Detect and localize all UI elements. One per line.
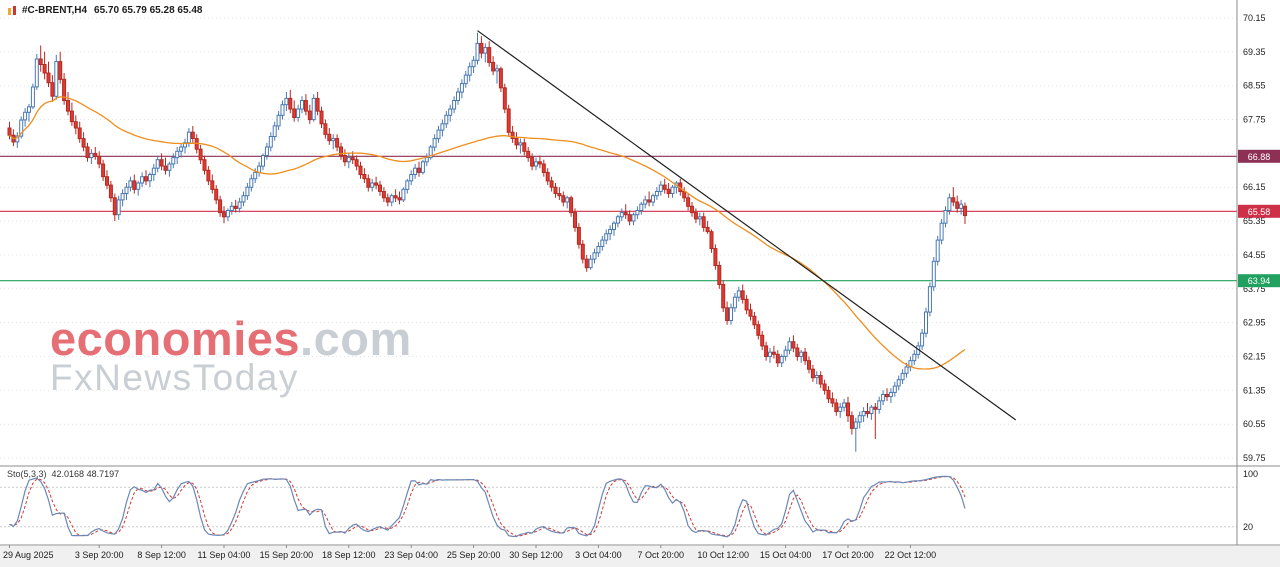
stochastic-main-line [9,475,966,538]
indicator-values: 42.0168 48.7197 [51,469,120,479]
svg-text:65.58: 65.58 [1248,207,1271,217]
candlesticks [7,32,967,452]
svg-text:17 Oct 20:00: 17 Oct 20:00 [822,550,874,560]
svg-text:100: 100 [1243,469,1258,479]
watermark-brand: economies [50,312,301,365]
watermark-suffix: .com [300,312,412,365]
svg-text:62.95: 62.95 [1243,318,1266,328]
symbol-label: #C-BRENT,H4 65.70 65.79 65.28 65.48 [7,5,202,16]
svg-text:20: 20 [1243,522,1253,532]
svg-text:30 Sep 12:00: 30 Sep 12:00 [509,550,563,560]
svg-text:29 Aug 2025: 29 Aug 2025 [3,550,54,560]
indicator-label: Sto(5,3,3) 42.0168 48.7197 [7,469,119,479]
time-axis[interactable] [0,546,1280,567]
svg-text:62.15: 62.15 [1243,352,1266,362]
price-level-badge [1238,274,1280,288]
svg-text:61.35: 61.35 [1243,385,1266,395]
svg-text:69.35: 69.35 [1243,47,1266,57]
horizontal-lines[interactable] [0,155,1237,282]
svg-text:11 Sep 04:00: 11 Sep 04:00 [198,550,251,560]
svg-text:3 Sep 20:00: 3 Sep 20:00 [75,550,124,560]
svg-text:60.55: 60.55 [1243,419,1266,429]
ohlc-values: 65.70 65.79 65.28 65.48 [94,5,203,16]
price-level-badge [1238,204,1280,218]
svg-text:15 Oct 04:00: 15 Oct 04:00 [760,550,812,560]
svg-text:68.55: 68.55 [1243,81,1266,91]
trendline[interactable] [477,30,1017,421]
svg-text:63.94: 63.94 [1248,276,1271,286]
symbol-name: #C-BRENT,H4 [22,5,88,16]
svg-text:59.75: 59.75 [1243,453,1266,463]
svg-text:64.55: 64.55 [1243,250,1266,260]
svg-text:66.15: 66.15 [1243,182,1266,192]
svg-text:8 Sep 12:00: 8 Sep 12:00 [137,550,186,560]
stochastic-signal-line [9,475,966,537]
price-level-badge [1238,149,1280,163]
svg-text:65.35: 65.35 [1243,216,1266,226]
watermark-logo: economies.com [50,314,412,363]
svg-text:70.15: 70.15 [1243,13,1266,23]
svg-text:10 Oct 12:00: 10 Oct 12:00 [697,550,749,560]
svg-text:23 Sep 04:00: 23 Sep 04:00 [384,550,438,560]
svg-text:18 Sep 12:00: 18 Sep 12:00 [322,550,376,560]
svg-text:63.75: 63.75 [1243,284,1266,294]
svg-text:22 Oct 12:00: 22 Oct 12:00 [885,550,937,560]
indicator-name: Sto(5,3,3) [7,469,47,479]
watermark: economies.com FxNewsToday [50,314,412,398]
chart-icon [7,5,17,16]
svg-text:66.88: 66.88 [1248,152,1271,162]
svg-text:25 Sep 20:00: 25 Sep 20:00 [447,550,501,560]
svg-text:15 Sep 20:00: 15 Sep 20:00 [260,550,314,560]
svg-text:67.75: 67.75 [1243,115,1266,125]
moving-average-line[interactable] [9,96,966,370]
svg-text:3 Oct 04:00: 3 Oct 04:00 [575,550,622,560]
svg-text:7 Oct 20:00: 7 Oct 20:00 [638,550,685,560]
